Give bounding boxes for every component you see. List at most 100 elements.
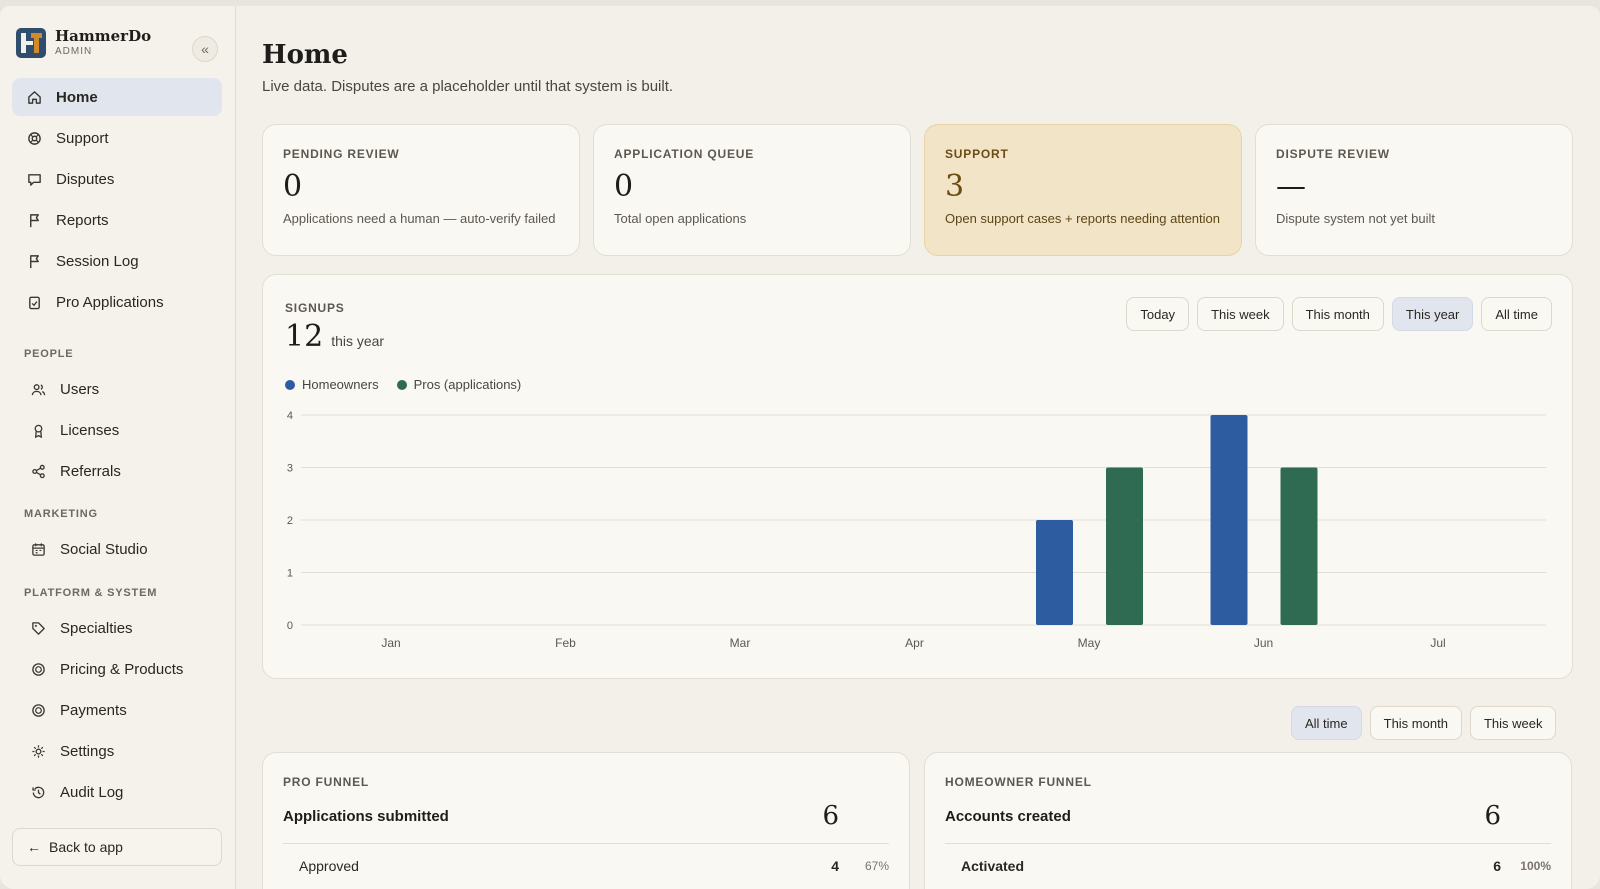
- back-to-app-button[interactable]: ← Back to app: [12, 828, 222, 866]
- x-tick-label: Feb: [555, 636, 576, 650]
- stat-card-application-queue[interactable]: APPLICATION QUEUE 0 Total open applicati…: [593, 124, 911, 256]
- stat-value: 0: [283, 169, 303, 204]
- x-tick-label: Apr: [905, 636, 924, 650]
- stat-card-dispute-review[interactable]: DISPUTE REVIEW — Dispute system not yet …: [1255, 124, 1573, 256]
- collapse-sidebar-button[interactable]: «: [192, 36, 218, 62]
- chevrons-left-icon: «: [201, 41, 209, 57]
- stat-label: APPLICATION QUEUE: [614, 147, 755, 161]
- sidebar-item-reports[interactable]: Reports: [12, 201, 222, 239]
- signups-range-selector: Today This week This month This year All…: [1118, 297, 1552, 331]
- legend-item-pros: Pros (applications): [396, 377, 521, 392]
- gear-icon: [30, 743, 46, 759]
- sidebar: HammerDo ADMIN « Home Support Disputes: [0, 6, 236, 889]
- sidebar-item-label: Session Log: [56, 252, 139, 270]
- bar-homeowners: [1036, 520, 1073, 625]
- y-tick-label: 3: [287, 463, 293, 475]
- sidebar-item-label: Users: [60, 380, 100, 398]
- brand[interactable]: HammerDo ADMIN: [16, 28, 151, 58]
- x-tick-label: Mar: [730, 636, 751, 650]
- stat-description: Total open applications: [614, 211, 747, 226]
- hammerdo-logo-icon: [16, 28, 46, 58]
- x-tick-label: May: [1078, 636, 1101, 650]
- funnel-row-percent: 67%: [864, 859, 889, 873]
- home-icon: [26, 89, 42, 105]
- sidebar-item-label: Disputes: [56, 170, 115, 188]
- flag-icon: [26, 253, 42, 269]
- tag-icon: [30, 620, 46, 636]
- x-tick-label: Jul: [1430, 636, 1445, 650]
- sidebar-item-social-studio[interactable]: Social Studio: [12, 530, 222, 568]
- sidebar-item-label: Referrals: [60, 462, 121, 480]
- sidebar-item-referrals[interactable]: Referrals: [12, 452, 222, 490]
- sidebar-item-session-log[interactable]: Session Log: [12, 242, 222, 280]
- chart-legend: Homeowners Pros (applications): [285, 377, 539, 392]
- y-tick-label: 0: [287, 620, 293, 632]
- sidebar-item-payments[interactable]: Payments: [12, 691, 222, 729]
- sidebar-item-disputes[interactable]: Disputes: [12, 160, 222, 198]
- stat-value: 0: [614, 169, 634, 204]
- sidebar-item-pricing-products[interactable]: Pricing & Products: [12, 650, 222, 688]
- bar-homeowners: [1210, 415, 1248, 625]
- arrow-left-icon: ←: [27, 839, 41, 855]
- funnel-head: Accounts created 6: [945, 801, 1551, 844]
- brand-role: ADMIN: [55, 46, 93, 57]
- funnel-row-percent: 100%: [1520, 859, 1551, 873]
- funnel-head-value: 6: [822, 801, 839, 831]
- x-tick-label: Jan: [381, 636, 400, 650]
- sidebar-item-label: Support: [56, 129, 109, 147]
- sidebar-item-audit-log[interactable]: Audit Log: [12, 773, 222, 811]
- stat-label: PENDING REVIEW: [283, 147, 400, 161]
- funnel-row-value: 4: [831, 858, 839, 874]
- sidebar-item-label: Licenses: [60, 421, 120, 439]
- funnel-range-selector: All time This month This week: [1283, 706, 1557, 740]
- funnel-range-this-month-button[interactable]: This month: [1369, 706, 1462, 740]
- funnel-range-all-time-button[interactable]: All time: [1291, 706, 1362, 740]
- range-this-year-button[interactable]: This year: [1391, 297, 1474, 331]
- sidebar-item-label: Pricing & Products: [60, 660, 184, 678]
- flag-icon: [26, 212, 42, 228]
- range-today-button[interactable]: Today: [1126, 297, 1190, 331]
- funnel-head-value: 6: [1484, 801, 1501, 831]
- funnel-row-label: Activated: [961, 858, 1025, 874]
- app-window: HammerDo ADMIN « Home Support Disputes: [0, 6, 1600, 889]
- stat-card-support[interactable]: SUPPORT 3 Open support cases + reports n…: [924, 124, 1242, 256]
- range-this-month-button[interactable]: This month: [1291, 297, 1384, 331]
- sidebar-item-label: Audit Log: [60, 783, 124, 801]
- bar-pros: [1106, 467, 1143, 625]
- sidebar-item-label: Home: [56, 88, 98, 106]
- sidebar-item-home[interactable]: Home: [12, 78, 222, 116]
- sidebar-item-licenses[interactable]: Licenses: [12, 411, 222, 449]
- signups-count: 12: [285, 319, 324, 354]
- range-all-time-button[interactable]: All time: [1481, 297, 1552, 331]
- calendar-icon: [30, 541, 46, 557]
- funnel-row-value: 6: [1493, 858, 1501, 874]
- y-tick-label: 4: [287, 410, 293, 422]
- section-label-people: PEOPLE: [24, 348, 74, 360]
- page-title: Home: [262, 40, 348, 70]
- lifebuoy-icon: [26, 130, 42, 146]
- funnel-label: HOMEOWNER FUNNEL: [945, 775, 1092, 789]
- chat-icon: [26, 171, 42, 187]
- legend-swatch: [285, 379, 295, 390]
- signups-bar-chart: 0 1 2 3 4 Jan Feb Mar Apr May Jun Jul: [287, 410, 1546, 650]
- award-icon: [30, 422, 46, 438]
- legend-swatch: [396, 379, 407, 390]
- stat-label: SUPPORT: [945, 147, 1009, 161]
- sidebar-item-settings[interactable]: Settings: [12, 732, 222, 770]
- signups-total: 12 this year: [285, 319, 384, 354]
- stat-card-pending-review[interactable]: PENDING REVIEW 0 Applications need a hum…: [262, 124, 580, 256]
- legend-item-homeowners: Homeowners: [285, 377, 379, 392]
- sidebar-item-pro-applications[interactable]: Pro Applications: [12, 283, 222, 321]
- brand-name: HammerDo: [55, 27, 152, 45]
- sidebar-item-label: Pro Applications: [56, 293, 164, 311]
- sidebar-item-specialties[interactable]: Specialties: [12, 609, 222, 647]
- funnel-range-this-week-button[interactable]: This week: [1469, 706, 1557, 740]
- funnel-label: PRO FUNNEL: [283, 775, 369, 789]
- sidebar-item-users[interactable]: Users: [12, 370, 222, 408]
- share-icon: [30, 463, 46, 479]
- pro-funnel-card: PRO FUNNEL Applications submitted 6 Appr…: [262, 752, 910, 889]
- page-subtitle: Live data. Disputes are a placeholder un…: [262, 78, 674, 95]
- sidebar-item-support[interactable]: Support: [12, 119, 222, 157]
- funnel-row: Approved 4 67%: [283, 844, 889, 874]
- range-this-week-button[interactable]: This week: [1197, 297, 1284, 331]
